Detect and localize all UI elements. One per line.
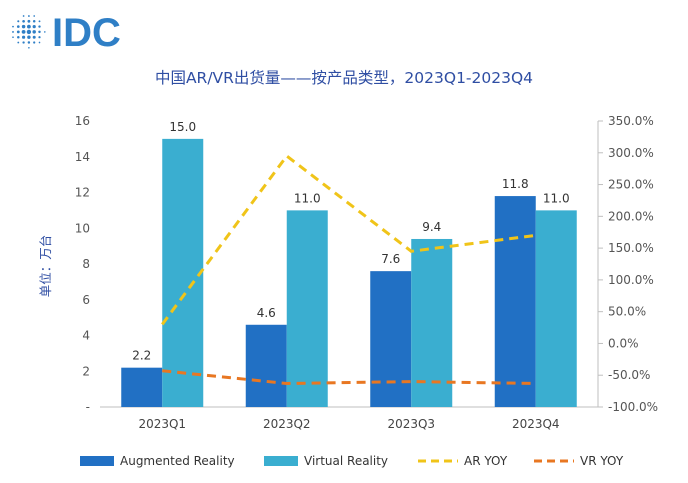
- legend-label: Virtual Reality: [304, 454, 388, 468]
- bar-ar: [121, 367, 163, 407]
- y2-tick-label: -100.0%: [608, 400, 658, 414]
- y2-axis-ticks: -100.0% -50.0% 0.0% 50.0% 100.0% 150.0% 200.0%…: [598, 114, 658, 414]
- bar-data-label: 11.0: [294, 191, 321, 205]
- y2-tick-label: 0.0%: [608, 336, 639, 350]
- y2-tick-label: 350.0%: [608, 114, 654, 128]
- logo-dot: [38, 36, 41, 39]
- y2-tick-label: 50.0%: [608, 305, 646, 319]
- legend-label: VR YOY: [580, 454, 624, 468]
- y-tick-label: -: [86, 400, 90, 414]
- legend-label: Augmented Reality: [120, 454, 235, 468]
- logo-dot: [33, 15, 36, 17]
- line-ar-yoy: [161, 153, 536, 326]
- bar-vr: [162, 138, 204, 407]
- bar-ar: [245, 324, 287, 407]
- bar-ar: [494, 196, 536, 407]
- y2-tick-label: -50.0%: [608, 368, 650, 382]
- bar-data-label: 11.0: [543, 191, 570, 205]
- logo-dot: [22, 41, 25, 44]
- bar-vr: [535, 210, 577, 407]
- logo-dot: [16, 25, 20, 28]
- logo-dot: [17, 41, 20, 44]
- logo-dot: [12, 25, 14, 28]
- logo-dot: [17, 20, 20, 23]
- logo-dot: [26, 29, 32, 35]
- logo-dot: [32, 20, 36, 23]
- bar-ar: [370, 271, 412, 407]
- logo-dot: [21, 35, 26, 39]
- chart-title: 中国AR/VR出货量——按产品类型，2023Q1-2023Q4: [155, 69, 533, 87]
- logo-dot: [38, 25, 41, 28]
- logo-dot: [12, 30, 14, 33]
- bar-data-label: 9.4: [422, 220, 441, 234]
- x-tick-label: 2023Q1: [138, 417, 186, 431]
- y-axis-label: 单位：万台: [38, 235, 53, 298]
- bars-group: 2.2 4.6 7.6 11.8 15.0 11.0 9.4 11.0: [121, 120, 577, 407]
- y2-tick-label: 150.0%: [608, 241, 654, 255]
- y-tick-label: 14: [75, 150, 90, 164]
- bar-data-label: 15.0: [169, 120, 196, 134]
- idc-logo: IDC: [12, 11, 121, 54]
- logo-dot: [38, 20, 41, 23]
- bar-vr: [286, 210, 328, 407]
- y-axis-ticks: - 2 4 6 8 10 12 14 16: [75, 114, 90, 414]
- y2-tick-label: 200.0%: [608, 209, 654, 223]
- logo-dot: [28, 47, 30, 49]
- bar-vr: [411, 238, 453, 407]
- y-tick-label: 6: [82, 293, 90, 307]
- y-tick-label: 10: [75, 221, 90, 235]
- logo-dot: [12, 36, 14, 39]
- logo-dot: [22, 19, 25, 23]
- y2-tick-label: 250.0%: [608, 178, 654, 192]
- logo-dot: [17, 35, 20, 39]
- logo-dot: [33, 41, 36, 44]
- bar-data-label: 2.2: [132, 349, 151, 363]
- logo-dot: [27, 24, 31, 29]
- y-tick-label: 8: [82, 257, 90, 271]
- y-tick-label: 4: [82, 329, 90, 343]
- x-tick-label: 2023Q3: [387, 417, 435, 431]
- logo-dot: [38, 41, 41, 44]
- y-tick-label: 16: [75, 114, 90, 128]
- bar-data-label: 4.6: [257, 306, 276, 320]
- x-tick-label: 2023Q4: [512, 417, 560, 431]
- logo-dot: [32, 30, 36, 34]
- logo-dot: [21, 24, 26, 29]
- legend-swatch: [264, 456, 298, 466]
- logo-dot: [27, 35, 31, 39]
- logo-dot: [16, 30, 20, 34]
- y2-tick-label: 300.0%: [608, 146, 654, 160]
- globe-icon: [12, 15, 46, 49]
- lines-group: [161, 153, 536, 385]
- logo-text: IDC: [52, 11, 121, 54]
- logo-dot: [44, 31, 46, 33]
- logo-dot: [27, 41, 31, 44]
- x-tick-label: 2023Q2: [263, 417, 311, 431]
- logo-dot: [32, 35, 36, 39]
- logo-dot: [32, 24, 36, 29]
- logo-dot: [27, 15, 30, 17]
- bar-data-label: 7.6: [381, 252, 400, 266]
- y2-tick-label: 100.0%: [608, 273, 654, 287]
- category-labels: 2023Q1 2023Q2 2023Q3 2023Q4: [138, 417, 559, 431]
- logo-dot: [38, 30, 41, 34]
- y-tick-label: 12: [75, 186, 90, 200]
- bar-data-label: 11.8: [502, 177, 529, 191]
- line-vr-yoy: [162, 369, 536, 385]
- logo-dot: [21, 30, 26, 34]
- legend-swatch: [80, 456, 114, 466]
- logo-dot: [27, 19, 31, 23]
- legend: Augmented Reality Virtual Reality AR YOY VR…: [80, 454, 624, 468]
- y-tick-label: 2: [82, 364, 90, 378]
- logo-dot: [22, 15, 25, 17]
- legend-label: AR YOY: [464, 454, 508, 468]
